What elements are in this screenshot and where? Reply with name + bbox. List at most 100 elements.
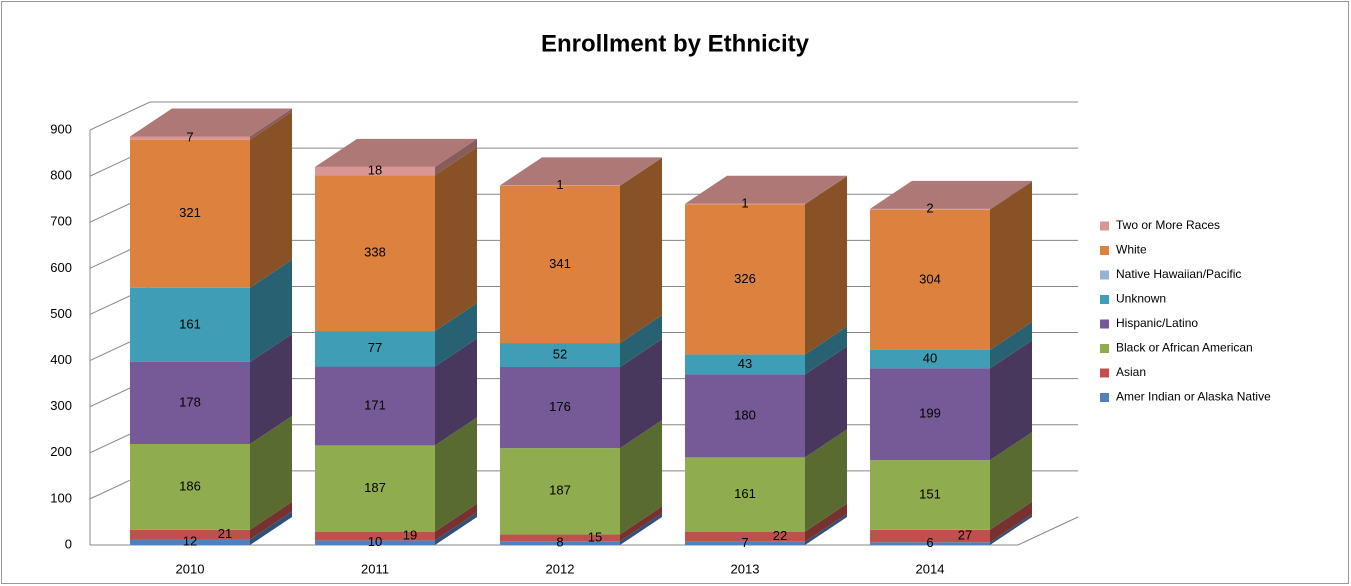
data-label: 7 [741,535,748,550]
chart-title: Enrollment by Ethnicity [541,30,810,57]
bar-side [435,138,477,176]
y-tick-label: 900 [50,121,72,136]
bar-side [990,340,1032,461]
bar [130,136,250,140]
data-label: 161 [179,316,201,331]
x-tick-label: 2014 [916,561,945,576]
data-label: 186 [179,478,201,493]
bar [685,354,805,375]
bar-side [250,108,292,140]
y-tick-label: 700 [50,214,72,229]
bar [685,374,805,458]
bar [870,368,990,461]
bar [315,366,435,446]
bar [500,343,620,368]
data-label: 178 [179,394,201,409]
data-label: 176 [549,399,571,414]
bar-side [805,175,847,205]
grid-line [89,101,1078,131]
bar-side [620,339,662,449]
bar [500,185,620,344]
x-tick-label: 2012 [546,561,575,576]
bar-top [500,157,662,186]
bar-side [990,180,1032,210]
bar-side [805,176,847,355]
bar-side [620,513,662,545]
bar-side [805,513,847,545]
bar-side [250,416,292,530]
bar [870,542,990,545]
bar [130,361,250,445]
legend-swatch [1100,319,1109,329]
legend-label: Asian [1116,365,1146,379]
data-label: 341 [549,256,571,271]
bar-side [805,326,847,375]
bar-side [435,417,477,532]
bar-side [435,503,477,541]
bar [130,139,250,288]
y-tick-label: 600 [50,260,72,275]
bar-side [435,303,477,367]
bar [130,287,250,362]
bar-side [990,181,1032,350]
bar-top [685,175,847,204]
data-label: 77 [368,340,382,355]
y-tick-label: 0 [65,536,72,551]
legend-label: Black or African American [1116,341,1253,355]
y-tick-label: 500 [50,306,72,321]
data-label: 52 [553,346,567,361]
bar-top [870,180,1032,209]
legend-label: Unknown [1116,292,1166,306]
legend-label: Two or More Races [1116,218,1220,232]
data-label: 18 [368,162,382,177]
y-tick-label: 100 [50,490,72,505]
legend-label: White [1116,243,1147,257]
bar [685,457,805,532]
bar [130,529,250,540]
y-tick-label: 400 [50,352,72,367]
data-label: 2 [926,201,933,216]
bar [500,534,620,542]
bar-side [805,429,847,532]
bar-top [315,138,477,167]
bar-side [250,511,292,545]
bar [685,541,805,545]
data-label: 304 [919,271,941,286]
bar [685,531,805,542]
bar-side [620,420,662,535]
y-tick-label: 300 [50,398,72,413]
legend-swatch [1100,246,1109,255]
data-label: 21 [218,526,232,541]
data-label: 43 [738,356,752,371]
bar [315,175,435,332]
bar-side [435,338,477,446]
bar [870,209,990,350]
data-label: 187 [549,483,571,498]
bar-side [435,147,477,332]
bar [870,529,990,543]
legend-label: Amer Indian or Alaska Native [1116,390,1271,404]
bar-side [620,157,662,344]
data-label: 326 [734,271,756,286]
bar [870,349,990,369]
bar [315,531,435,541]
x-tick-label: 2013 [731,561,760,576]
bar-side [250,501,292,540]
x-tick-label: 2011 [361,561,389,576]
data-label: 22 [773,528,787,543]
x-tick-label: 2010 [176,561,205,576]
data-label: 1 [556,177,563,192]
legend-swatch [1100,393,1109,402]
data-label: 199 [919,406,941,421]
bar [870,460,990,530]
legend-label: Native Hawaiian/Pacific [1116,267,1241,281]
data-label: 338 [364,245,386,260]
data-label: 151 [919,486,941,501]
bar-side [620,315,662,368]
bar [315,540,435,545]
data-label: 171 [364,397,386,412]
legend-swatch [1100,270,1109,280]
data-label: 12 [183,534,197,549]
